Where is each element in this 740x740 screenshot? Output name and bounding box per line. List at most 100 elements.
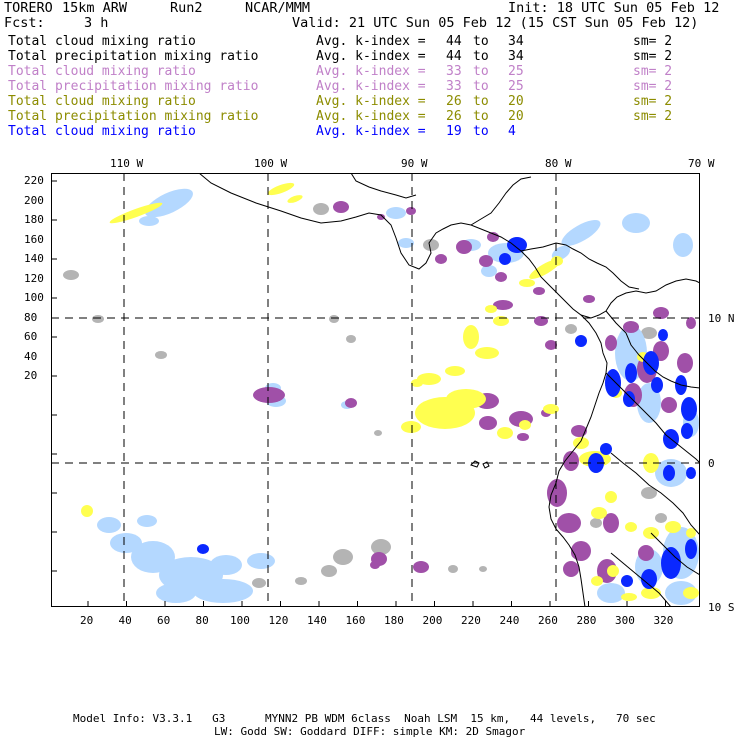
legend-to-word: to [473,64,489,79]
contour-blob [605,491,617,503]
x-tick-label: 160 [345,614,366,627]
contour-blob [479,416,497,430]
contour-blob [493,300,513,310]
contour-blob [575,335,587,347]
x-tick-label: 80 [195,614,209,627]
contour-blob [81,505,93,517]
legend-smooth: sm= 2 [633,49,673,64]
contour-blob [686,467,696,479]
contour-blob [641,327,657,339]
legend-to: 20 [508,109,524,124]
contour-blob [145,188,193,218]
contour-blob [156,583,196,603]
legend-to: 25 [508,64,524,79]
y-tick-label: 100 [24,291,44,304]
contour-blob [413,561,429,573]
contour-blob [563,561,579,577]
contour-blob [63,270,79,280]
contour-blob [435,254,447,264]
legend-from: 26 [446,109,462,124]
lon-label-70w: 70 W [688,157,715,170]
contour-blob [638,545,654,561]
legend-to: 34 [508,34,524,49]
contour-blob [519,279,535,287]
contour-blob [345,398,357,408]
contour-blob [661,547,681,579]
valid-time: Valid: 21 UTC Sun 05 Feb 12 (15 CST Sun … [292,15,699,31]
contour-blob [321,565,337,577]
x-tick-label: 300 [615,614,635,627]
contour-blob [313,203,329,215]
legend-index-label: Avg. k-index = [316,94,426,109]
contour-blob [517,433,529,441]
legend-to: 25 [508,79,524,94]
contour-blob [621,593,637,601]
contour-blob [661,397,677,413]
contour-blob [333,201,349,213]
legend-index-label: Avg. k-index = [316,124,426,139]
contour-blob [92,315,104,323]
y-tick-label: 160 [24,232,44,246]
x-tick-label: 180 [384,614,404,627]
contour-blob [641,587,661,599]
contour-blob [193,579,253,603]
yellow-cloud-contours [81,182,699,601]
contour-blob [557,513,581,533]
contour-blob [565,324,577,334]
contour-blob [386,207,406,219]
contour-blob [374,430,382,436]
contour-blob [155,351,167,359]
contour-blob [603,513,619,533]
legend-field: Total cloud mixing ratio [8,124,196,139]
contour-blob [665,521,681,533]
contour-blob [655,513,667,523]
contour-blob [563,451,579,471]
y-tick-label: 200 [24,193,44,207]
contour-blob [499,253,511,265]
contour-blob [677,353,693,373]
x-tick-label: 120 [268,614,289,627]
legend-to-word: to [473,124,489,139]
contour-blob [448,565,458,573]
x-tick-label: 220 [461,614,481,627]
lat-lon-grid [51,173,700,607]
legend-field: Total precipitation mixing ratio [8,79,259,94]
contour-blob [605,369,621,397]
contour-blob [623,391,635,407]
weather-map [51,173,700,607]
contour-blob [497,427,513,439]
lat-label-10n: 10 N [708,312,735,325]
contour-blob [197,544,209,554]
contour-blob [681,397,697,421]
contour-blob [495,272,507,282]
contour-blob [571,425,587,437]
legend-index-label: Avg. k-index = [316,64,426,79]
contour-blob [686,317,696,329]
legend-index-label: Avg. k-index = [316,109,426,124]
forecast-value: 3 h [84,15,109,31]
contour-blob [683,587,699,599]
contour-blob [398,238,414,248]
contour-blob [625,363,637,383]
contour-blob [641,569,657,589]
contour-blob [571,547,583,559]
contour-blob [295,577,307,585]
contour-blob [591,507,607,519]
contour-blob [673,233,693,257]
legend-from: 33 [446,79,462,94]
contour-blob [346,335,356,343]
legend-from: 44 [446,34,462,49]
y-tick-label: 80 [24,310,38,324]
contour-blob [625,522,637,532]
contour-blob [479,566,487,572]
contour-blob [475,347,499,359]
contour-blob [423,239,439,251]
contour-blob [463,325,479,349]
legend-from: 26 [446,94,462,109]
y-tick-label: 120 [24,271,44,285]
contour-blob [533,287,545,295]
y-tick-label: 60 [24,330,38,343]
contour-blob [651,377,663,393]
x-tick-label: 40 [118,614,132,627]
legend-from: 19 [446,124,462,139]
